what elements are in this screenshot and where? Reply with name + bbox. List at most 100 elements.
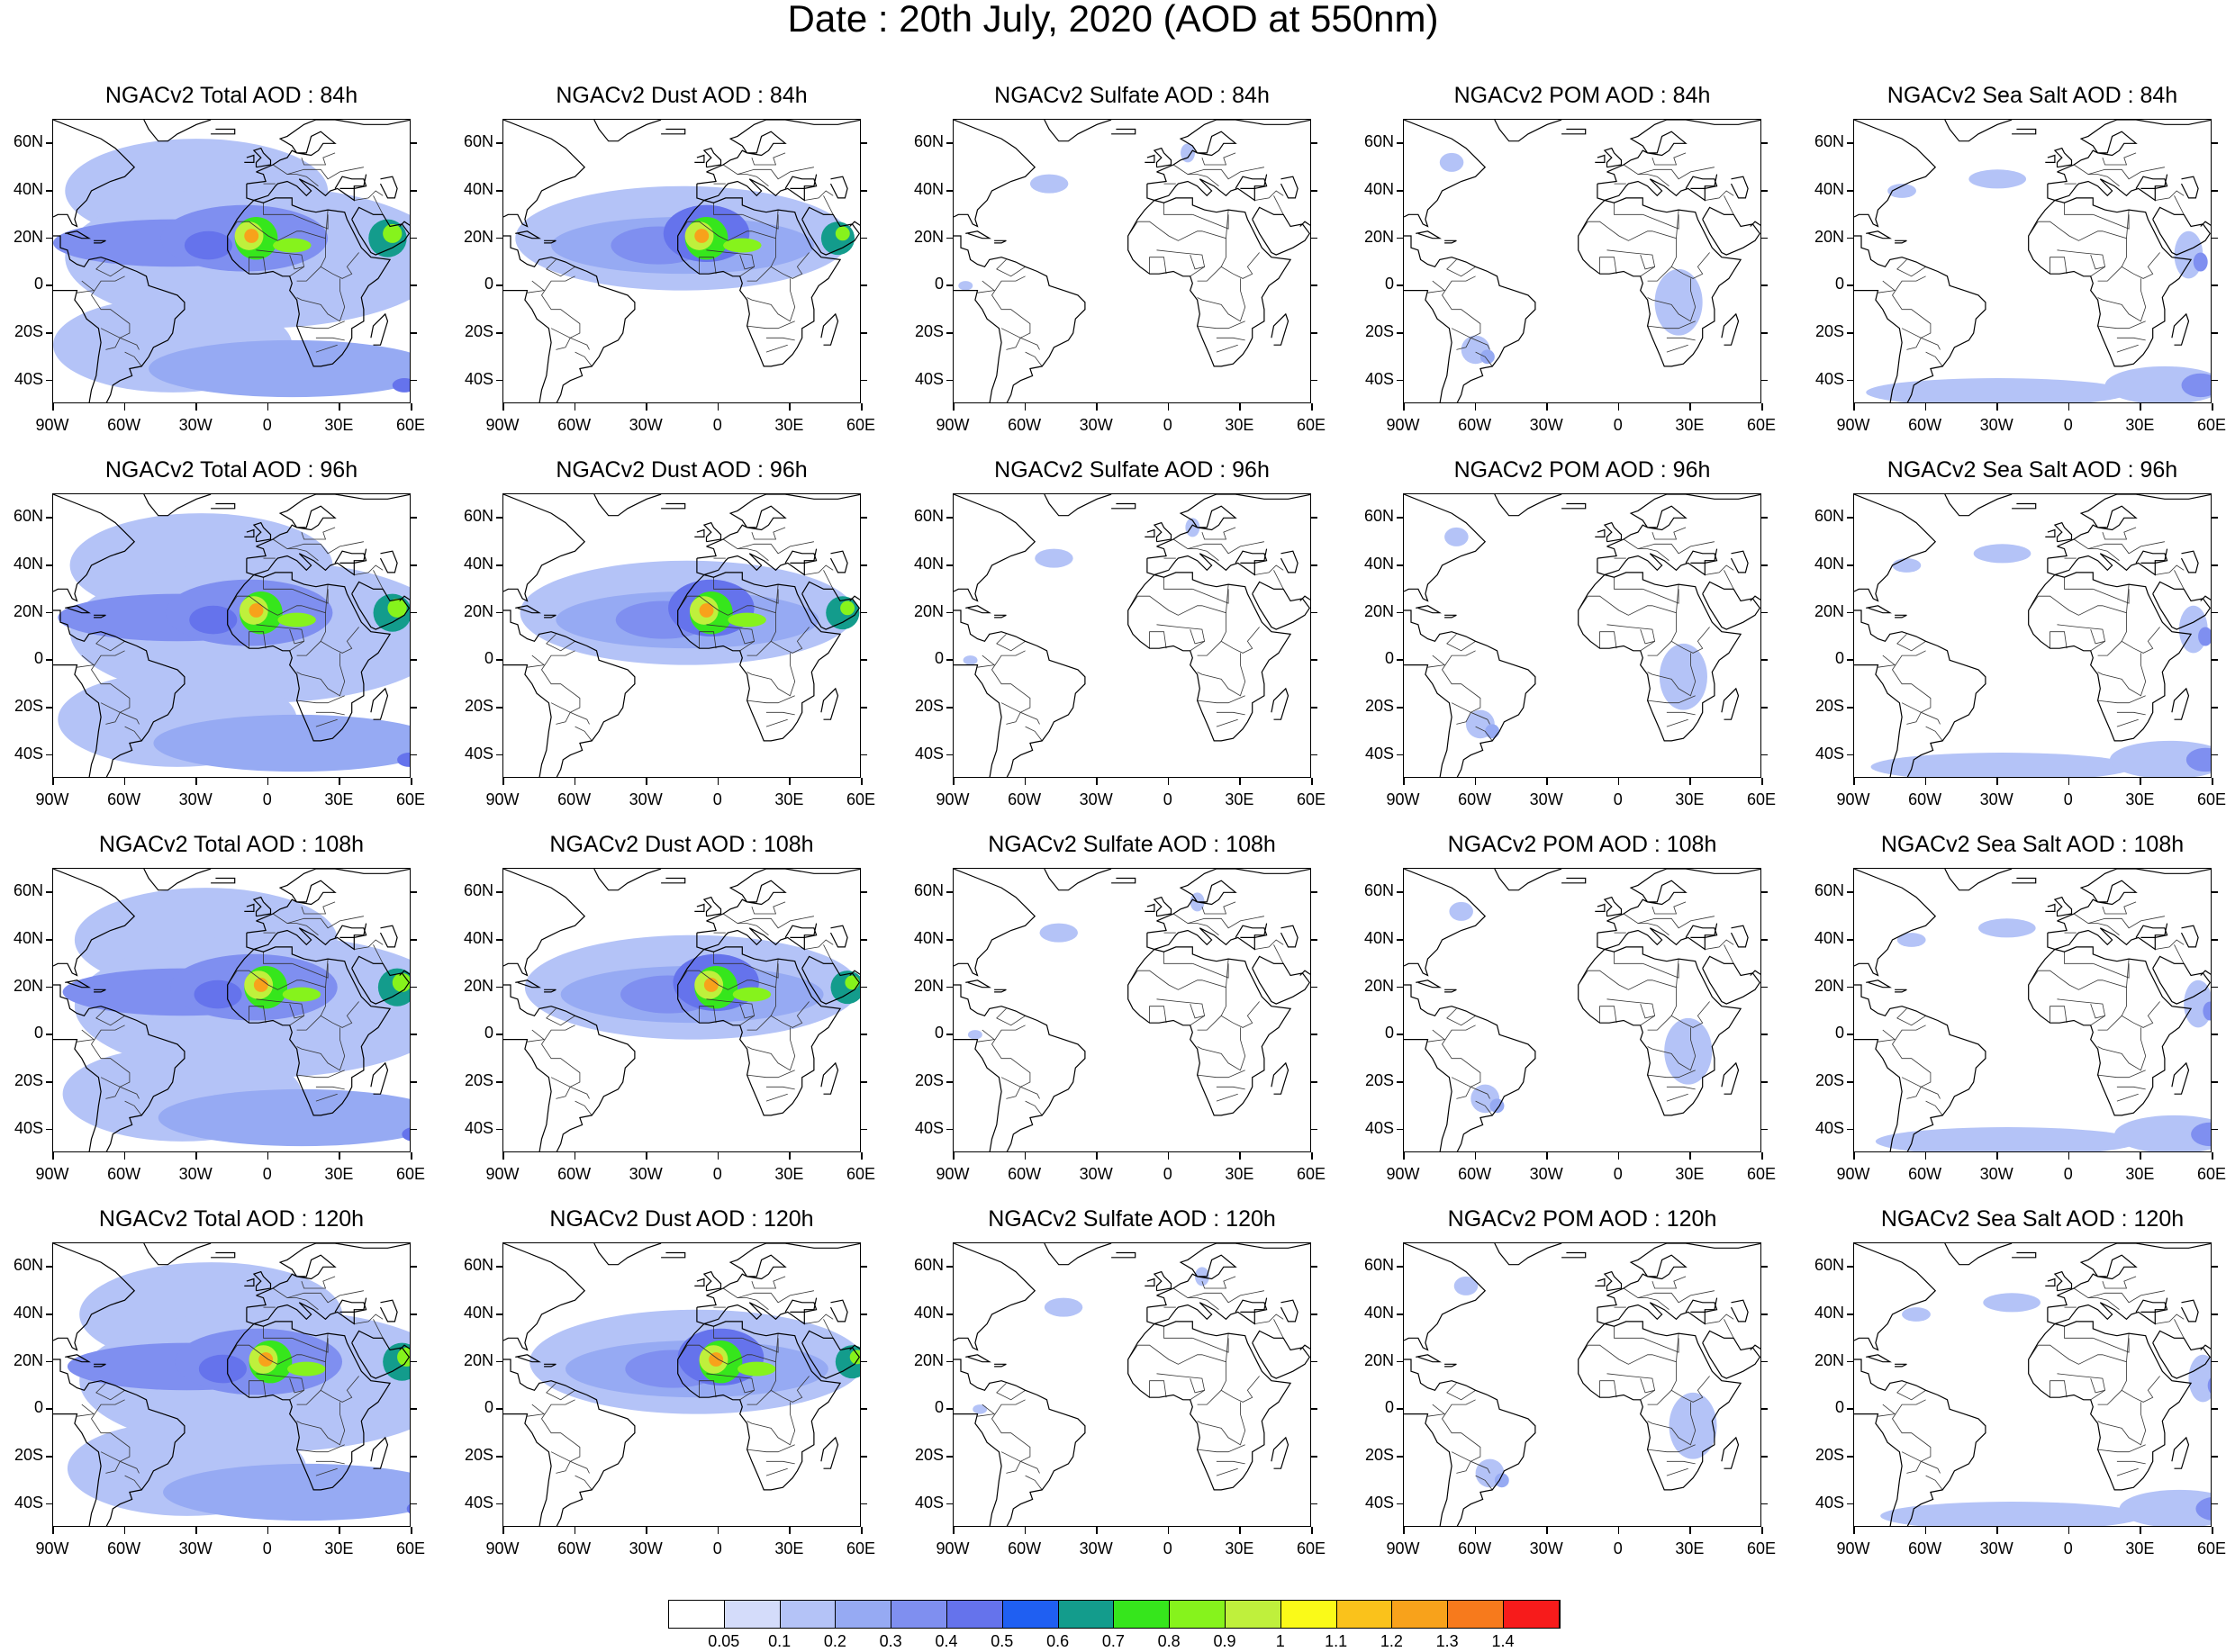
coastline (593, 869, 662, 891)
lon-tick-label: 0 (712, 1165, 722, 1183)
lat-tick (496, 332, 502, 334)
colorbar-swatch (946, 1601, 1003, 1628)
lon-tick (1761, 778, 1763, 785)
country-border (1666, 344, 1688, 353)
coastline (53, 235, 186, 402)
country-border (2097, 653, 2147, 697)
coastline (1944, 869, 2013, 891)
lon-tick-label: 60W (1908, 790, 1942, 808)
coastline (503, 1039, 552, 1151)
lat-tick (46, 707, 52, 709)
lat-tick (496, 142, 502, 144)
country-border (713, 203, 743, 215)
lat-tick (46, 332, 52, 334)
lon-tick-label: 90W (936, 1165, 970, 1183)
country-border (699, 1006, 717, 1024)
coastline (143, 494, 212, 517)
lat-tick (1397, 517, 1403, 519)
coastline (351, 955, 410, 1005)
lat-tick (411, 611, 417, 614)
lon-tick-label: 30E (774, 1539, 804, 1557)
country-border (124, 1100, 142, 1116)
country-border (1651, 152, 1687, 166)
lat-tick (946, 517, 953, 519)
lon-tick-label: 0 (712, 790, 722, 808)
lat-tick (861, 1128, 867, 1131)
country-border (1475, 1475, 1493, 1491)
lon-tick (339, 778, 340, 785)
country-border (289, 628, 304, 645)
coastline (1111, 128, 1136, 135)
lat-tick (411, 1266, 417, 1268)
lat-tick (1761, 379, 1768, 382)
aod-region (184, 230, 232, 260)
country-border (1156, 1373, 1206, 1401)
coastline (53, 1413, 102, 1526)
lat-tick (496, 754, 502, 756)
country-border (124, 351, 142, 367)
coastline (1404, 1243, 1487, 1351)
lat-tick-label: 60N (913, 507, 944, 526)
lon-tick-label: 60W (1458, 790, 1492, 808)
country-border (751, 1276, 786, 1289)
lat-tick-label: 40S (914, 1493, 944, 1512)
coastline (1702, 1330, 1760, 1379)
lat-tick (1397, 379, 1403, 382)
coastline (696, 171, 717, 185)
coastline (2047, 1297, 2168, 1325)
coastline (256, 120, 410, 173)
country-border (977, 654, 996, 668)
country-border (575, 1100, 593, 1116)
country-border (296, 1444, 345, 1453)
coastline (1730, 550, 1749, 573)
lon-tick (1474, 1152, 1477, 1160)
lon-tick-label: 90W (1836, 790, 1870, 808)
lat-tick (861, 1360, 867, 1363)
lat-tick (946, 284, 953, 286)
map-pom-108h (1403, 868, 1761, 1152)
lat-tick (1397, 754, 1403, 756)
coastline (1854, 664, 1903, 777)
lat-tick (411, 891, 417, 893)
lon-tick-label: 90W (35, 790, 69, 808)
coastline (2012, 877, 2037, 884)
lat-tick (46, 1081, 52, 1083)
coastline (379, 925, 398, 948)
country-border (1896, 1008, 1926, 1026)
country-border (765, 1467, 788, 1476)
lon-tick-label: 60W (1458, 1165, 1492, 1183)
country-border (1640, 254, 1655, 270)
country-border (292, 962, 329, 979)
lon-tick-label: 30W (629, 1539, 663, 1557)
lon-tick-label: 60W (1008, 1165, 1042, 1183)
lon-tick-label: 30E (1675, 1539, 1705, 1557)
lon-tick (574, 403, 576, 411)
lat-tick (2212, 379, 2218, 382)
country-border (1226, 584, 1229, 613)
lat-tick (496, 190, 502, 192)
aod-region (1029, 174, 1069, 194)
country-border (2093, 213, 2130, 230)
country-border (289, 1003, 304, 1019)
lat-tick (1847, 1360, 1853, 1363)
lon-tick-label: 30W (1079, 790, 1113, 808)
country-border (2073, 1287, 2165, 1304)
country-border (747, 1444, 795, 1453)
coastline (1044, 120, 1112, 142)
aod-region (153, 714, 410, 772)
lon-tick (1761, 1527, 1763, 1534)
lat-tick (411, 707, 417, 709)
coastline (1252, 206, 1310, 256)
lat-tick (861, 611, 867, 614)
lon-tick (1996, 778, 1998, 785)
lat-tick-label: 60N (1363, 1256, 1394, 1275)
coastline (334, 550, 367, 564)
coastline (211, 877, 236, 884)
lat-tick (1311, 517, 1317, 519)
coastline (53, 290, 102, 402)
aod-region (835, 226, 850, 241)
coastline (2152, 955, 2211, 1005)
lat-tick (496, 564, 502, 566)
country-border (1896, 1383, 1926, 1401)
lon-tick (1617, 1527, 1620, 1534)
